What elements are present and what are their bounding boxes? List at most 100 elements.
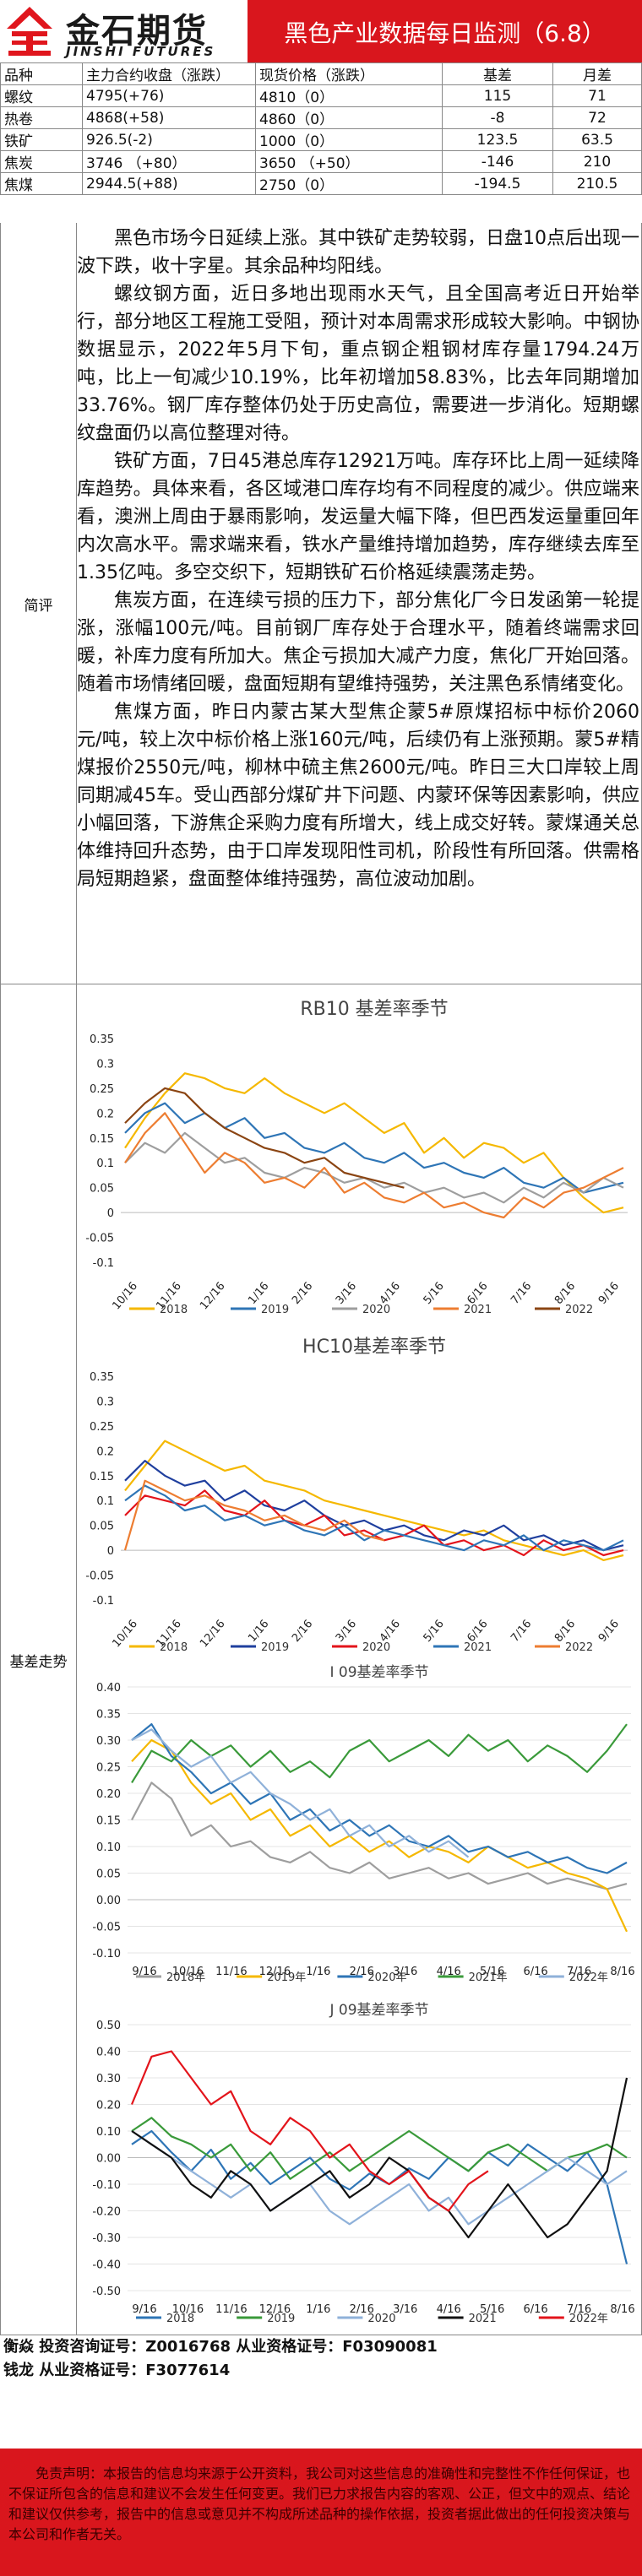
x-tick-label: 7/16 <box>567 2303 591 2316</box>
series-line-2021 <box>124 1112 624 1219</box>
chart-i09-basis-rate: I 09基差率季节 0.40 0.35 0.30 0.25 0.20 0.15 0.10 0.0… <box>79 1662 639 1999</box>
series-line-2018 <box>124 1440 624 1561</box>
series-line-2021 <box>124 1484 624 1552</box>
col-header-basis: 基差 <box>442 62 553 85</box>
table-cell: 210 <box>552 150 642 173</box>
disclaimer-text: 免责声明：本报告的信息均来源于公开资料，我公司对这些信息的准确性和完整性不作任何… <box>8 2465 631 2542</box>
analyst-line-2: 钱龙 从业资格证号：F3077614 <box>3 2362 231 2379</box>
legend-label: 2019 <box>261 1641 289 1654</box>
series-line-2022年 <box>130 2050 489 2212</box>
legend-label: 2019 <box>261 1304 289 1316</box>
y-tick-label: 0.15 <box>96 1815 121 1828</box>
table-cell: 3746 （+80） <box>82 150 256 173</box>
chart-hc10-basis-rate: HC10基差率季节 0.35 0.3 0.25 0.2 0.15 0.1 0.05 0 -0.05… <box>79 1326 639 1662</box>
x-tick-label: 7/16 <box>567 1966 591 1978</box>
legend-label: 2022年 <box>569 2313 608 2325</box>
series-line-2019 <box>131 2117 628 2180</box>
series-line-2022年 <box>131 1728 470 1858</box>
series-line-2022 <box>123 1479 385 1551</box>
x-tick-label: 5/16 <box>480 2303 504 2316</box>
review-paragraph: 焦煤方面，昨日内蒙古某大型焦企蒙5#原煤招标中标价2060元/吨，较上次中标价格… <box>77 702 639 890</box>
x-tick-label: 12/16 <box>259 2303 291 2316</box>
x-tick-label: 11/16 <box>215 2303 247 2316</box>
table-cell: 螺纹 <box>0 84 83 107</box>
y-tick-label: 0.30 <box>96 2073 121 2085</box>
legend-label: 2022年 <box>569 1971 608 1984</box>
y-tick-label: -0.20 <box>92 2206 121 2219</box>
col-header-spread: 月差 <box>552 62 642 85</box>
legend-label: 2020年 <box>367 1971 406 1984</box>
y-tick-label: 0 <box>107 1545 114 1558</box>
chart-title: J 09基差率季节 <box>329 2002 428 2019</box>
table-cell: 热卷 <box>0 106 83 129</box>
y-tick-label: 0.1 <box>96 1158 114 1170</box>
y-tick-label: -0.40 <box>92 2259 121 2272</box>
series-line-2020 <box>124 1131 624 1204</box>
table-cell: 4795(+76) <box>82 84 256 107</box>
x-tick-label: 6/16 <box>523 2303 547 2316</box>
x-tick-label: 2/16 <box>350 2303 374 2316</box>
table-cell: 4860（0） <box>255 106 443 129</box>
review-paragraph: 铁矿方面，7日45港总库存12921万吨。库存环比上周一延续降库趋势。具体来看，… <box>77 451 639 583</box>
table-cell: 3650 （+50） <box>255 150 443 173</box>
legend-label: 2021 <box>469 2313 497 2325</box>
y-tick-label: 0.35 <box>90 1033 114 1046</box>
x-tick-label: 3/16 <box>393 2303 417 2316</box>
page-title: 黑色产业数据每日监测（6.8） <box>284 19 606 47</box>
company-logo: 金石期货 JINSHI FUTURES <box>0 0 245 62</box>
legend-label: 2020 <box>367 2313 395 2325</box>
table-cell: 72 <box>552 106 642 129</box>
series-line-2022 <box>124 1087 405 1189</box>
x-tick-label: 12/16 <box>259 1966 291 1978</box>
series-line-2021 <box>131 2077 628 2239</box>
table-cell: -8 <box>442 106 553 129</box>
y-tick-label: 0.05 <box>96 1868 121 1881</box>
title-band: 黑色产业数据每日监测（6.8） <box>248 0 642 62</box>
legend-label: 2018 <box>166 2313 194 2325</box>
table-cell: 926.5(-2) <box>82 128 256 151</box>
legend-label: 2022 <box>565 1641 593 1654</box>
y-tick-label: 0.15 <box>90 1133 114 1146</box>
y-tick-label: 0.3 <box>96 1058 114 1071</box>
y-tick-label: 0.00 <box>96 1895 121 1907</box>
y-tick-label: 0.50 <box>96 2020 121 2032</box>
chart-title: I 09基差率季节 <box>329 1664 428 1681</box>
legend-label: 2021 <box>464 1641 492 1654</box>
y-tick-label: 0.25 <box>90 1083 114 1096</box>
x-tick-label: 11/16 <box>215 1966 247 1978</box>
legend-label: 2022 <box>565 1304 593 1316</box>
y-tick-label: -0.50 <box>92 2286 121 2298</box>
table-cell: 115 <box>442 84 553 107</box>
y-tick-label: 0.20 <box>96 1788 121 1801</box>
table-cell: 焦炭 <box>0 150 83 173</box>
legend-label: 2020 <box>362 1641 390 1654</box>
y-tick-label: 0.05 <box>90 1183 114 1196</box>
y-tick-label: 0.25 <box>90 1421 114 1434</box>
y-tick-label: 0.1 <box>96 1495 114 1508</box>
table-cell: 铁矿 <box>0 128 83 151</box>
y-tick-label: 0.00 <box>96 2153 121 2166</box>
y-tick-label: 0.3 <box>96 1396 114 1408</box>
logo-mark-icon <box>3 3 56 57</box>
y-tick-label: 0.10 <box>96 2126 121 2139</box>
y-tick-label: 0 <box>107 1207 114 1220</box>
chart-title: RB10 基差率季节 <box>300 999 448 1020</box>
table-cell: 123.5 <box>442 128 553 151</box>
logo-english-text: JINSHI FUTURES <box>66 44 216 59</box>
y-tick-label: -0.10 <box>92 1948 121 1960</box>
col-header-contract-close: 主力合约收盘（涨跌） <box>82 62 256 85</box>
table-cell: 2944.5(+88) <box>82 172 256 195</box>
table-row: 热卷 4868(+58) 4860（0） -8 72 <box>0 106 642 129</box>
table-cell: 焦煤 <box>0 172 83 195</box>
y-tick-label: 0.20 <box>96 2100 121 2112</box>
y-tick-label: 0.10 <box>96 1841 121 1854</box>
review-paragraph: 焦炭方面，在连续亏损的压力下，部分焦化厂今日发函第一轮提涨，涨幅100元/吨。目… <box>77 590 639 695</box>
y-tick-label: -0.30 <box>92 2232 121 2245</box>
x-tick-label: 4/16 <box>437 2303 461 2316</box>
table-row: 铁矿 926.5(-2) 1000（0） 123.5 63.5 <box>0 128 642 151</box>
review-section: 简评 黑色市场今日延续上涨。其中铁矿走势较弱，日盘10点后出现一波下跌，收十字星… <box>0 223 642 984</box>
y-tick-label: -0.05 <box>85 1233 114 1245</box>
x-tick-label: 5/16 <box>480 1966 504 1978</box>
series-line-2018 <box>124 1072 624 1214</box>
chart-j09-basis-rate: J 09基差率季节 0.50 0.40 0.30 0.20 0.10 0.00 -0.10 -0… <box>79 1999 639 2334</box>
